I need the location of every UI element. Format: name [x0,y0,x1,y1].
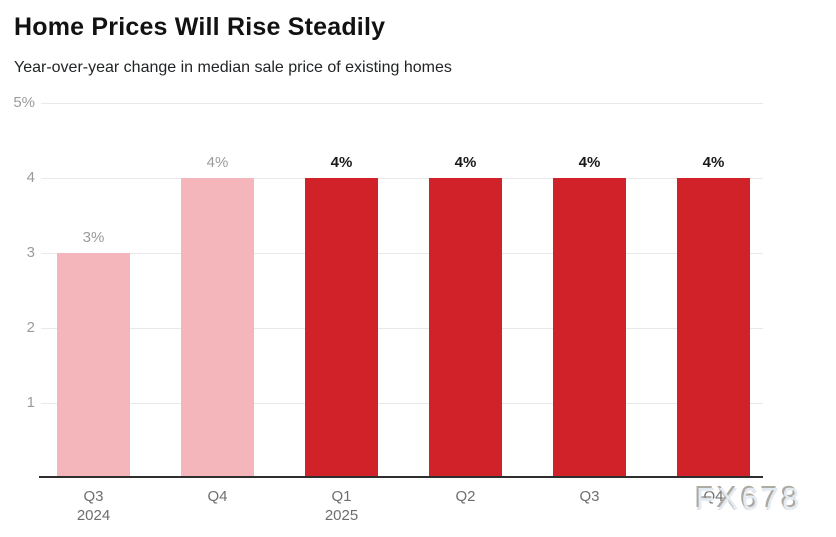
y-axis: 5% 4 3 2 1 [0,94,35,478]
y-tick-label: 4 [26,169,35,186]
bar-q1-2025 [305,178,378,478]
chart-title: Home Prices Will Rise Steadily [14,13,386,41]
bar-q3-2025 [553,178,626,478]
x-tick-label: Q1 2025 [324,488,359,524]
bar-q4-2025 [677,178,750,478]
x-axis-line [39,476,763,478]
gridline [41,403,763,404]
plot-area: 3% 4% 4% 4% 4% 4% [41,103,763,478]
gridline [41,178,763,179]
x-tick-label: Q2 [455,488,476,505]
bar-value-label: 3% [82,229,105,246]
x-tick-label: Q4 [703,488,724,505]
bar-q3-2024 [57,253,130,478]
gridline [41,253,763,254]
y-tick-label: 3 [26,244,35,261]
x-tick-label: Q3 [579,488,600,505]
chart-subtitle: Year-over-year change in median sale pri… [14,59,452,76]
y-tick-label: 1 [26,394,35,411]
watermark: FX678 [696,481,803,516]
y-tick-label: 5% [13,94,35,111]
bar-value-label: 4% [206,154,229,171]
x-axis: Q3 2024 Q4 Q1 2025 Q2 Q3 Q4 [41,487,763,527]
bar-q2-2025 [429,178,502,478]
bar-q4-2024 [181,178,254,478]
gridline [41,103,763,104]
bar-value-label: 4% [702,154,725,171]
x-tick-label: Q4 [207,488,228,505]
y-tick-label: 2 [26,319,35,336]
gridline [41,328,763,329]
bar-value-label: 4% [330,154,353,171]
x-tick-label: Q3 2024 [76,488,111,524]
bar-value-label: 4% [454,154,477,171]
bar-value-label: 4% [578,154,601,171]
